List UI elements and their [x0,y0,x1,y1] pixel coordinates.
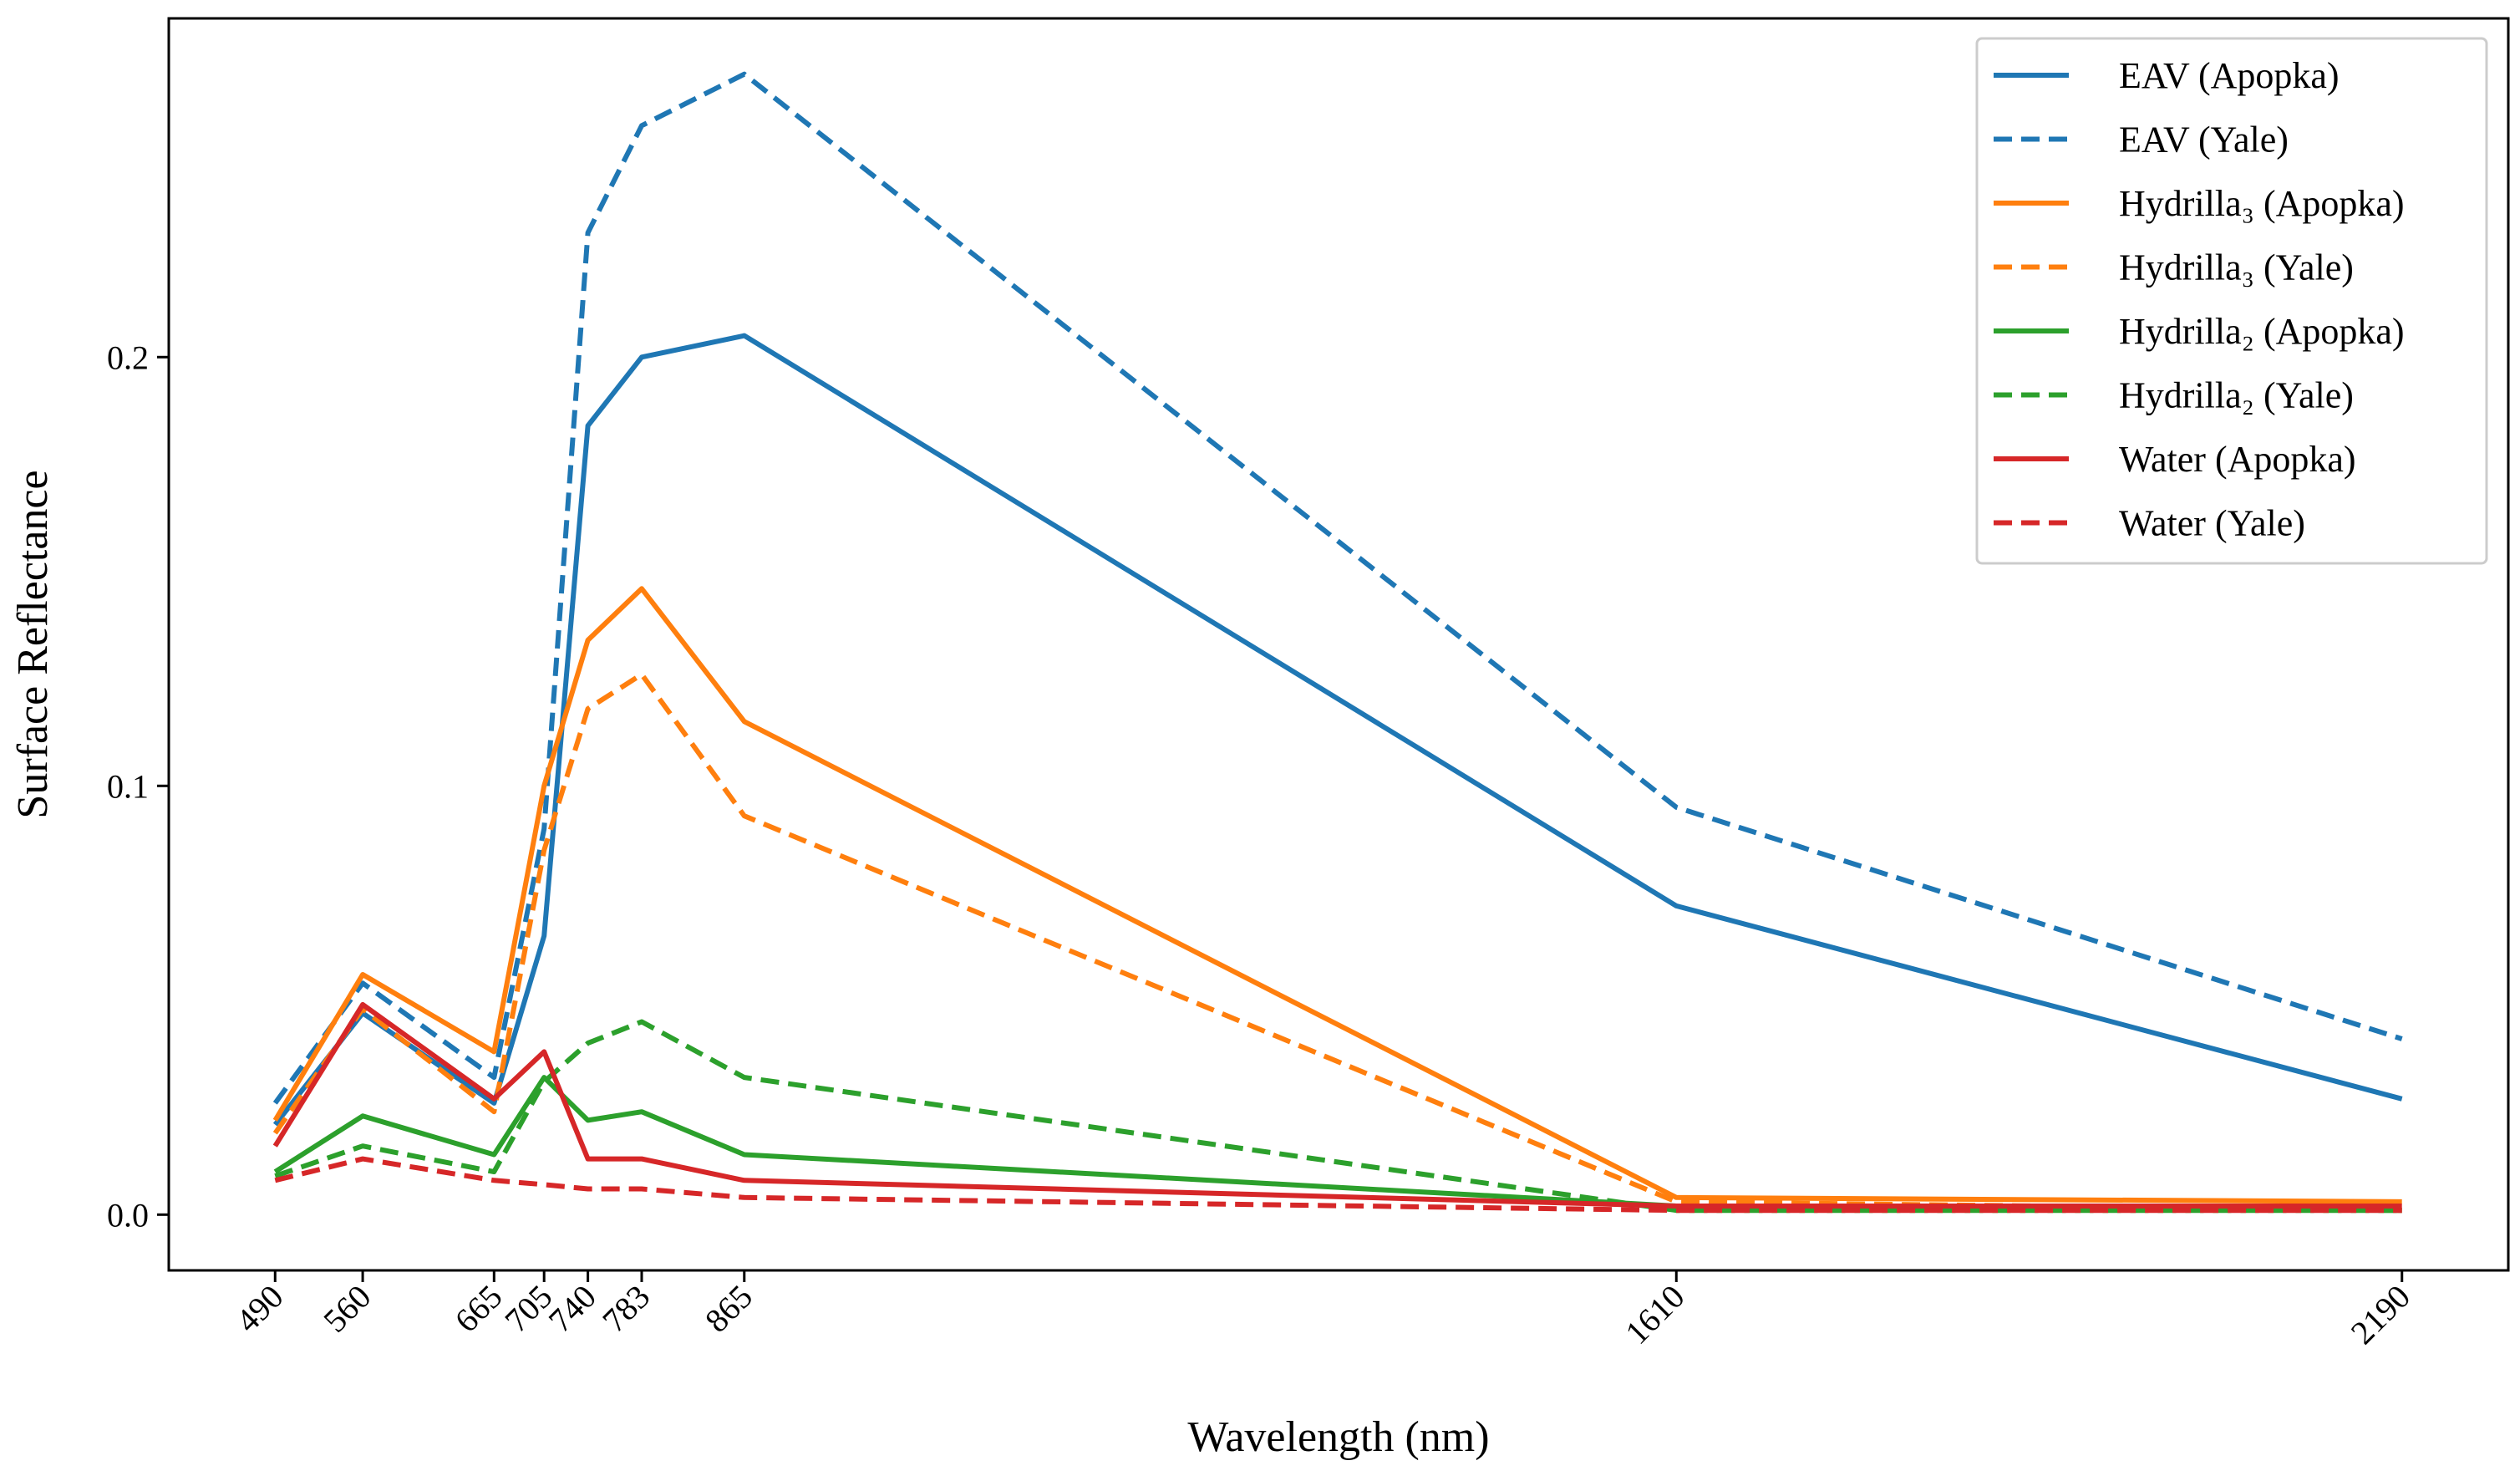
series-lines [272,71,2403,1214]
legend: EAV (Apopka) EAV (Yale) Hydrilla₃ (Apopka)… [1975,37,2488,565]
plot-frame [167,17,2510,1272]
legend-label-8: Water (Yale) [2119,503,2305,544]
series-line-3 [272,586,2402,1204]
legend-label-1: EAV (Apopka) [2119,55,2340,96]
y-tick-label: 0.0 [107,1196,149,1234]
legend-label-4: Hydrilla₃ (Yale) [2119,247,2354,288]
series-line-7 [272,1001,2402,1209]
series-line-8 [274,1156,2402,1214]
x-tick-label: 783 [595,1278,657,1340]
legend-label-2: EAV (Yale) [2119,120,2289,160]
legend-label-7: Water (Apopka) [2119,439,2356,480]
legend-label-3: Hydrilla₃ (Apopka) [2119,183,2405,224]
legend-box [1975,37,2488,565]
x-axis-label: Wavelength (nm) [1187,1413,1489,1461]
x-tick-label: 490 [228,1278,290,1340]
series-line-4 [272,671,2402,1214]
x-tick-label: 2190 [2344,1278,2417,1351]
y-tick-label: 0.1 [107,767,149,805]
x-tick-label: 865 [698,1278,760,1340]
series-line-2 [272,71,2403,1105]
y-tick-label: 0.2 [107,338,149,376]
series-line-6 [274,1019,2402,1214]
y-axis-label: Surface Reflectance [9,470,57,818]
series-line-5 [273,1075,2402,1214]
x-tick-label: 1610 [1618,1278,1691,1351]
y-axis-ticks: 0.0 0.1 0.2 [107,338,169,1234]
legend-label-5: Hydrilla₂ (Apopka) [2119,311,2405,352]
legend-label-6: Hydrilla₂ (Yale) [2119,375,2354,416]
x-tick-label: 665 [447,1278,509,1340]
x-tick-label: 740 [541,1278,603,1340]
x-tick-label: 560 [316,1278,378,1340]
